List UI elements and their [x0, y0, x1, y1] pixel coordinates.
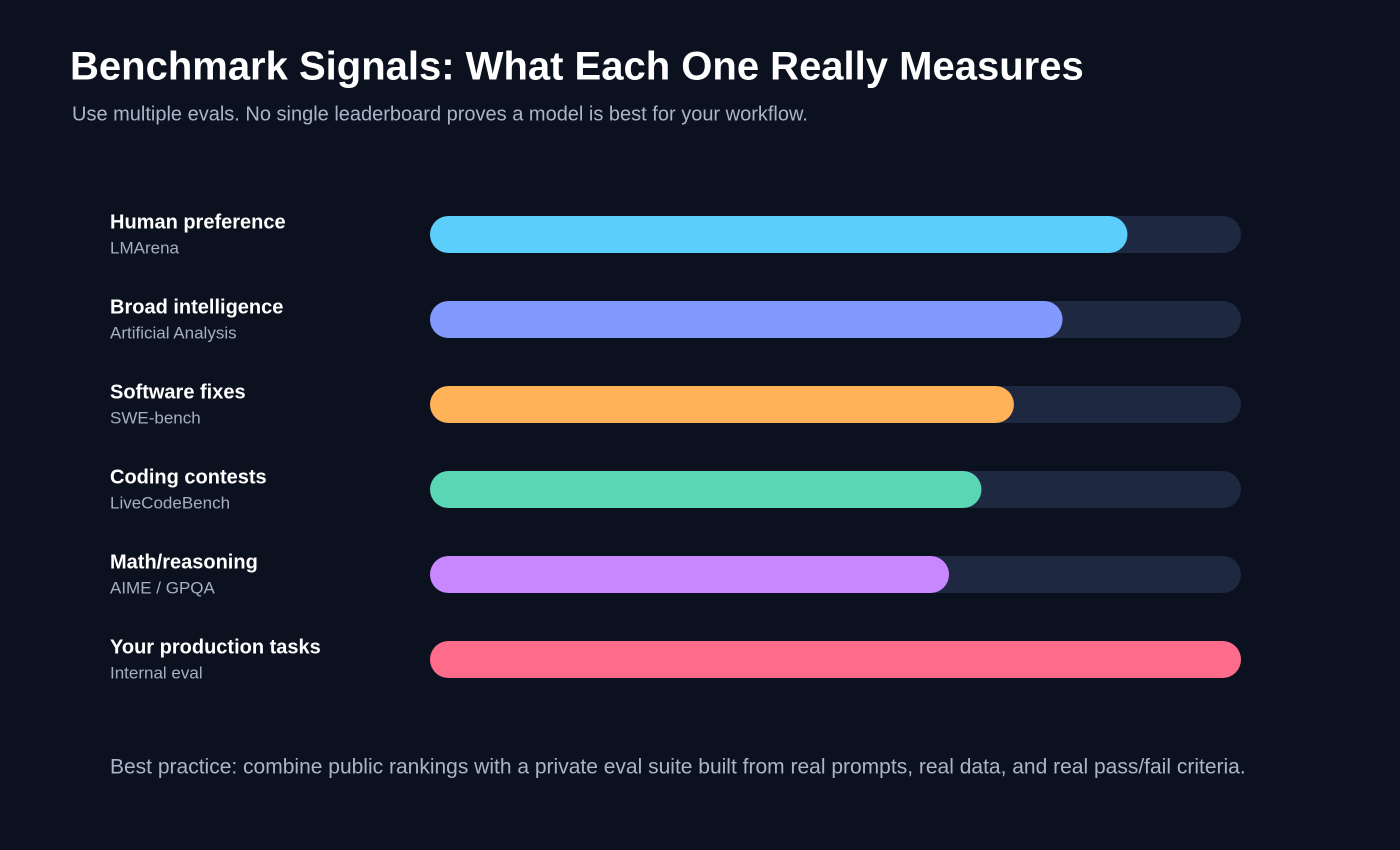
source-label: SWE-bench — [110, 408, 201, 427]
bar — [430, 216, 1128, 253]
category-label: Your production tasks — [110, 636, 321, 658]
bar — [430, 301, 1063, 338]
source-label: Artificial Analysis — [110, 323, 237, 342]
category-label: Coding contests — [110, 466, 267, 488]
source-label: LiveCodeBench — [110, 493, 230, 512]
bar — [430, 556, 950, 593]
chart-subtitle: Use multiple evals. No single leaderboar… — [72, 103, 808, 125]
bar — [430, 641, 1241, 678]
category-label: Software fixes — [110, 381, 246, 403]
category-label: Broad intelligence — [110, 296, 283, 318]
source-label: LMArena — [110, 238, 180, 257]
footnote: Best practice: combine public rankings w… — [110, 756, 1246, 779]
category-label: Human preference — [110, 211, 286, 233]
chart-title: Benchmark Signals: What Each One Really … — [70, 45, 1084, 89]
source-label: AIME / GPQA — [110, 578, 216, 597]
category-label: Math/reasoning — [110, 551, 258, 573]
bar — [430, 386, 1014, 423]
bar — [430, 471, 982, 508]
source-label: Internal eval — [110, 663, 203, 682]
